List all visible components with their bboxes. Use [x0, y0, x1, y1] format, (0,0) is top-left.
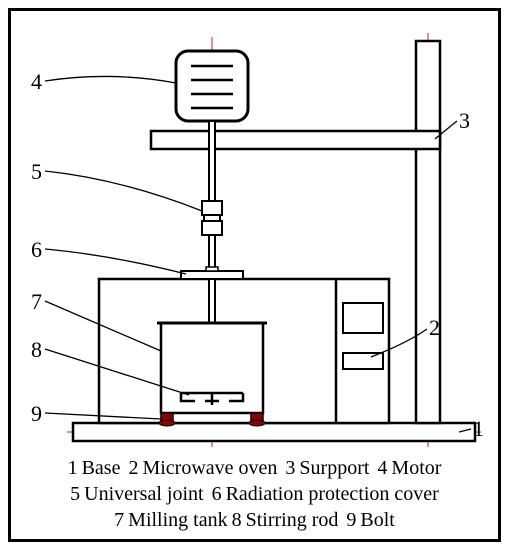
callout-1: 1: [473, 416, 484, 442]
oven-display: [343, 303, 383, 333]
radiation-cover-nut: [206, 267, 218, 271]
universal-joint: [202, 201, 222, 235]
legend-txt-2: Microwave oven: [142, 457, 277, 479]
leader-5: [45, 171, 202, 211]
legend-line-2: 5 Universal joint 6 Radiation protection…: [11, 481, 498, 507]
legend-txt-9: Bolt: [360, 509, 394, 531]
legend-num-3: 3: [285, 457, 295, 479]
legend-txt-6: Radiation protection cover: [226, 483, 439, 505]
legend-txt-3: Surpport: [299, 457, 369, 479]
diagram-svg: [11, 11, 498, 471]
legend-line-3: 7 Milling tank 8 Stirring rod 9 Bolt: [11, 507, 498, 533]
callout-4: 4: [31, 69, 42, 95]
callout-5: 5: [31, 159, 42, 185]
legend-num-4: 4: [377, 457, 387, 479]
callout-7: 7: [31, 289, 42, 315]
callout-9: 9: [31, 401, 42, 427]
support-post: [416, 41, 440, 423]
oven-button: [343, 353, 383, 369]
legend-num-2: 2: [128, 457, 138, 479]
legend-num-5: 5: [70, 483, 80, 505]
legend-num-1: 1: [68, 457, 78, 479]
callout-6: 6: [31, 237, 42, 263]
motor-body: [176, 51, 248, 121]
legend-num-9: 9: [346, 509, 356, 531]
legend-num-7: 7: [114, 509, 124, 531]
diagram-area: 4 5 6 7 8 9 3 2 1: [11, 11, 498, 471]
legend-txt-7: Milling tank: [128, 509, 227, 531]
legend-line-1: 1 Base 2 Microwave oven 3 Surpport 4 Mot…: [11, 455, 498, 481]
legend-txt-4: Motor: [391, 457, 441, 479]
radiation-cover: [181, 271, 243, 279]
outer-frame: 4 5 6 7 8 9 3 2 1 1 Base 2 Microwave ove…: [8, 8, 501, 542]
support-arm: [151, 131, 440, 149]
legend-txt-5: Universal joint: [84, 483, 203, 505]
legend-num-6: 6: [212, 483, 222, 505]
legend-txt-1: Base: [82, 457, 121, 479]
callout-3: 3: [459, 108, 470, 134]
callout-2: 2: [429, 315, 440, 341]
legend: 1 Base 2 Microwave oven 3 Surpport 4 Mot…: [11, 455, 498, 533]
leader-4: [45, 76, 176, 83]
base-plate: [73, 423, 475, 441]
legend-txt-8: Stirring rod: [246, 509, 339, 531]
shaft-upper: [209, 121, 215, 201]
callout-8: 8: [31, 337, 42, 363]
leader-6: [45, 249, 186, 274]
legend-num-8: 8: [232, 509, 242, 531]
